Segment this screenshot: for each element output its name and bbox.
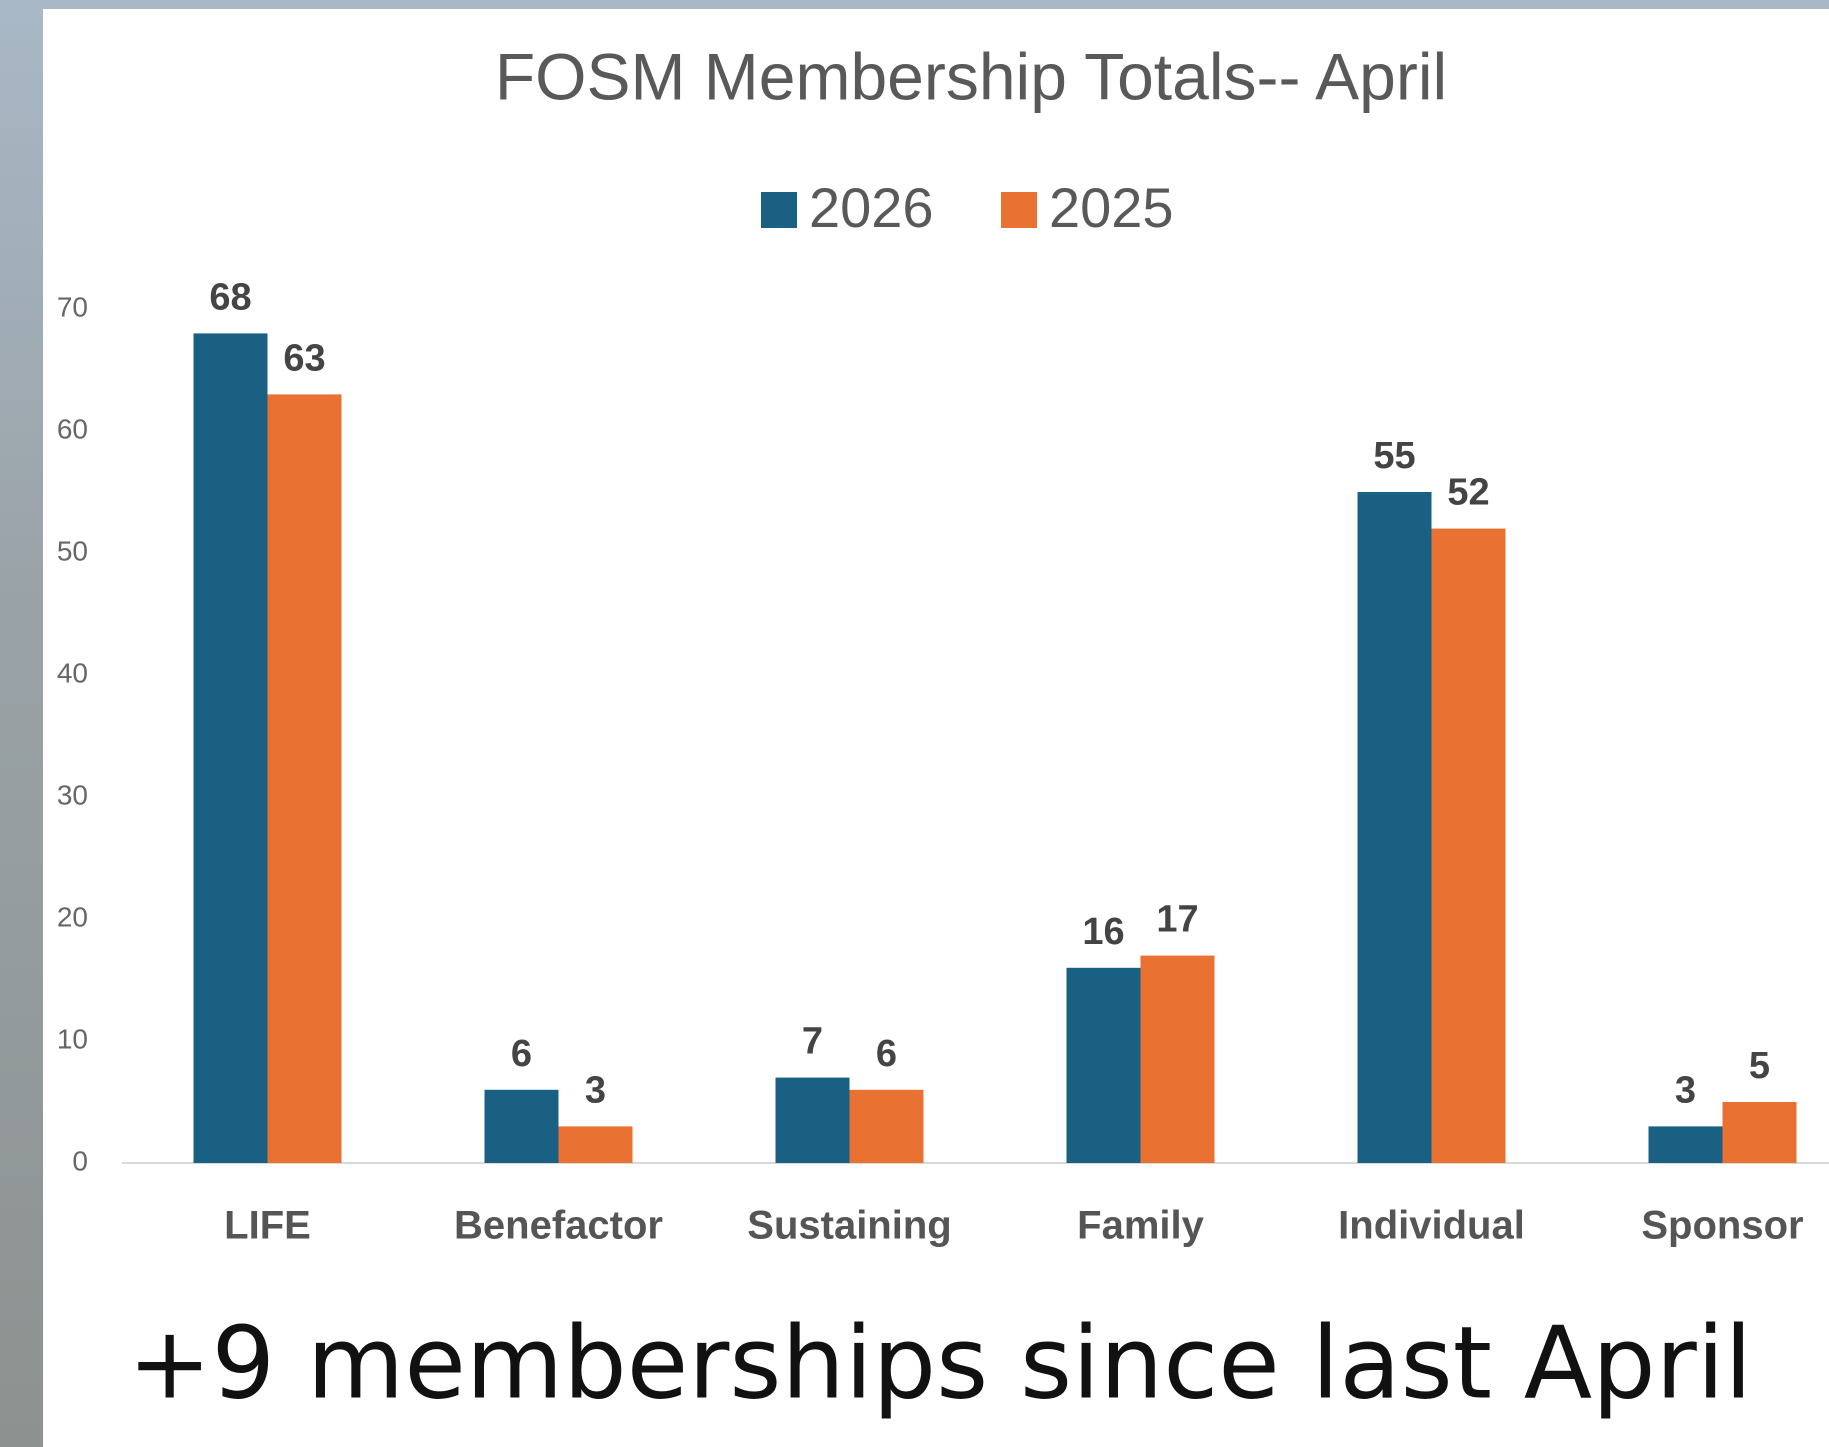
value-label: 7 xyxy=(802,1021,823,1063)
value-label: 68 xyxy=(209,276,251,318)
bar xyxy=(1067,968,1141,1163)
x-tick-label: Family xyxy=(1077,1204,1204,1248)
value-label: 6 xyxy=(876,1033,897,1075)
x-tick-label: Benefactor xyxy=(454,1204,663,1248)
chart-title: FOSM Membership Totals-- April xyxy=(495,39,1447,113)
y-tick-label: 10 xyxy=(57,1023,88,1054)
value-label: 16 xyxy=(1082,911,1124,953)
legend-swatch xyxy=(1001,192,1037,228)
bar xyxy=(1358,492,1432,1163)
bar xyxy=(559,1126,633,1163)
y-tick-label: 50 xyxy=(57,535,88,566)
y-tick-label: 0 xyxy=(72,1145,88,1176)
bar xyxy=(1141,956,1215,1163)
chart: FOSM Membership Totals-- April +9 member… xyxy=(0,0,1829,1447)
value-label: 55 xyxy=(1373,435,1415,477)
value-label: 3 xyxy=(585,1069,606,1111)
x-tick-label: Sponsor xyxy=(1641,1204,1803,1248)
bar xyxy=(485,1090,559,1163)
value-label: 17 xyxy=(1156,899,1198,941)
legend-label: 2025 xyxy=(1049,176,1174,239)
page: FOSM Membership Totals-- April +9 member… xyxy=(0,0,1829,1447)
caption: +9 memberships since last April xyxy=(128,1304,1753,1421)
y-tick-label: 70 xyxy=(57,291,88,322)
y-tick-label: 60 xyxy=(57,413,88,444)
y-tick-label: 20 xyxy=(57,901,88,932)
bar xyxy=(850,1090,924,1163)
x-tick-label: Sustaining xyxy=(747,1204,951,1248)
y-tick-label: 40 xyxy=(57,657,88,688)
value-label: 52 xyxy=(1447,472,1489,514)
y-tick-label: 30 xyxy=(57,779,88,810)
bar xyxy=(1649,1126,1723,1163)
value-label: 5 xyxy=(1749,1045,1770,1087)
value-label: 6 xyxy=(511,1033,532,1075)
legend-label: 2026 xyxy=(809,176,934,239)
x-tick-label: LIFE xyxy=(224,1204,311,1248)
bar xyxy=(268,394,342,1163)
x-tick-label: Individual xyxy=(1338,1204,1525,1248)
value-label: 3 xyxy=(1675,1069,1696,1111)
bar xyxy=(776,1078,850,1163)
bar xyxy=(1723,1102,1797,1163)
bar xyxy=(1432,529,1506,1163)
value-label: 63 xyxy=(283,337,325,379)
legend-swatch xyxy=(761,192,797,228)
bar xyxy=(194,333,268,1163)
